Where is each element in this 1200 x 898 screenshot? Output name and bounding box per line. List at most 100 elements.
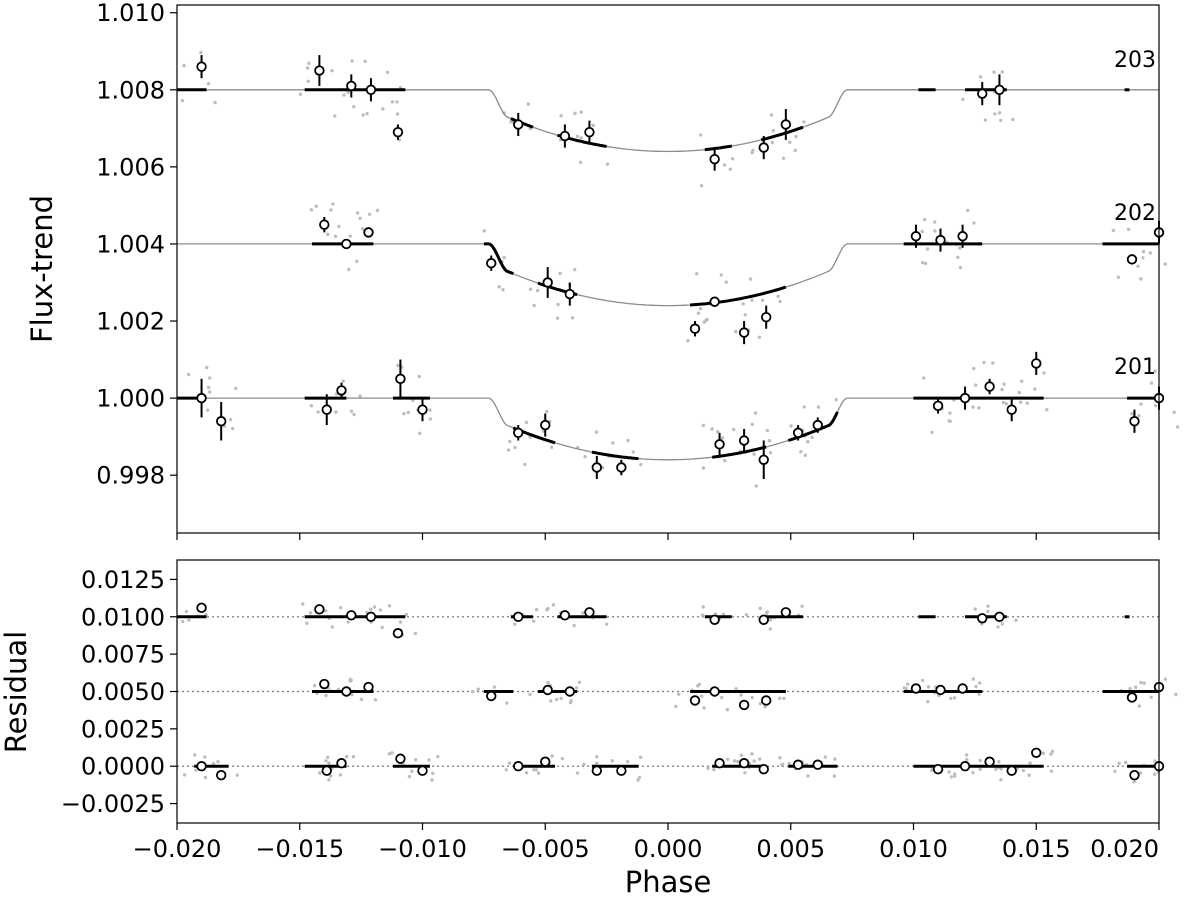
raw-residual-point xyxy=(700,694,704,698)
raw-point xyxy=(532,303,536,308)
binned-point xyxy=(319,219,330,230)
raw-residual-point xyxy=(701,605,705,609)
raw-point xyxy=(977,406,981,410)
raw-point xyxy=(305,66,310,70)
binned-residual-point xyxy=(812,759,823,770)
raw-point xyxy=(695,272,699,276)
raw-residual-point xyxy=(534,607,539,612)
raw-residual-point xyxy=(436,754,440,759)
raw-residual-point xyxy=(193,753,197,757)
raw-point xyxy=(549,445,554,449)
raw-point xyxy=(333,234,338,239)
raw-residual-point xyxy=(407,774,412,779)
raw-residual-point xyxy=(211,761,216,766)
raw-point xyxy=(365,111,369,116)
raw-residual-point xyxy=(1137,704,1142,708)
raw-point xyxy=(760,298,765,302)
raw-residual-point xyxy=(1021,768,1026,773)
raw-point xyxy=(381,107,385,111)
raw-residual-point xyxy=(330,625,334,629)
raw-point xyxy=(999,118,1003,122)
raw-point xyxy=(698,133,703,137)
raw-point xyxy=(992,70,996,74)
binned-residual-point xyxy=(215,769,227,781)
binned-point xyxy=(392,126,404,138)
raw-residual-point xyxy=(1174,692,1178,697)
binned-residual-point xyxy=(513,611,524,622)
raw-residual-point xyxy=(833,757,837,761)
raw-residual-point xyxy=(725,757,730,762)
raw-residual-point xyxy=(372,605,377,609)
raw-point xyxy=(506,448,511,452)
raw-residual-point xyxy=(949,775,954,779)
raw-residual-point xyxy=(507,761,512,765)
raw-residual-point xyxy=(531,619,536,623)
raw-point xyxy=(348,234,352,238)
raw-point xyxy=(205,408,210,412)
raw-point xyxy=(332,114,337,118)
y-tick-label: 0.0100 xyxy=(81,603,165,631)
raw-point xyxy=(991,361,995,365)
raw-point xyxy=(771,128,775,133)
raw-residual-point xyxy=(702,706,706,710)
model-segment-201 xyxy=(712,445,767,459)
raw-point xyxy=(591,123,595,128)
raw-residual-point xyxy=(546,606,550,611)
raw-residual-point xyxy=(351,755,356,759)
bottom-axes-frame xyxy=(176,559,1160,824)
binned-point xyxy=(215,416,227,427)
raw-point xyxy=(528,287,533,291)
raw-point xyxy=(508,439,512,444)
raw-point xyxy=(768,450,773,455)
raw-point xyxy=(932,220,937,224)
raw-point xyxy=(724,280,728,284)
raw-point xyxy=(385,70,390,75)
raw-point xyxy=(573,111,577,116)
raw-point xyxy=(1025,401,1029,405)
raw-point xyxy=(922,217,927,222)
raw-residual-point xyxy=(390,751,394,755)
raw-residual-point xyxy=(977,692,981,696)
raw-point xyxy=(789,424,793,428)
raw-residual-point xyxy=(986,609,990,614)
raw-residual-point xyxy=(430,778,434,782)
binned-residual-point xyxy=(559,610,571,621)
binned-point xyxy=(321,404,332,415)
raw-residual-point xyxy=(581,611,585,615)
raw-residual-point xyxy=(952,696,957,700)
raw-point xyxy=(360,227,365,231)
raw-residual-point xyxy=(744,613,749,617)
raw-point xyxy=(208,390,212,394)
raw-residual-point xyxy=(505,701,509,705)
binned-point xyxy=(932,400,944,412)
series-label-201: 201 xyxy=(1114,355,1156,380)
raw-residual-point xyxy=(549,699,553,703)
raw-point xyxy=(922,376,926,380)
raw-point xyxy=(526,102,531,106)
raw-point xyxy=(342,93,346,97)
raw-residual-point xyxy=(569,698,573,703)
y-tick-label: 1.000 xyxy=(96,385,165,413)
x-tick-label: −0.005 xyxy=(501,835,590,863)
raw-residual-point xyxy=(1142,681,1146,685)
raw-residual-point xyxy=(926,685,931,689)
raw-point xyxy=(502,255,506,260)
raw-residual-point xyxy=(1153,759,1157,763)
raw-point xyxy=(971,405,975,409)
raw-point xyxy=(207,376,212,380)
raw-point xyxy=(722,163,727,167)
binned-residual-point xyxy=(957,683,968,694)
bottom-y-ticks: −0.0025 0.0000 0.0025 0.0050 0.0075 0.0100 0.0… xyxy=(61,566,177,818)
raw-residual-point xyxy=(369,607,373,612)
raw-residual-point xyxy=(750,695,754,700)
y-tick-label: 0.998 xyxy=(96,462,165,490)
raw-point xyxy=(573,267,577,272)
raw-point xyxy=(802,405,806,409)
raw-point xyxy=(497,285,501,289)
raw-residual-point xyxy=(823,755,828,759)
raw-point xyxy=(180,98,185,103)
raw-point xyxy=(334,410,338,414)
raw-residual-point xyxy=(758,701,763,706)
raw-point xyxy=(330,68,334,73)
raw-residual-point xyxy=(308,611,313,615)
